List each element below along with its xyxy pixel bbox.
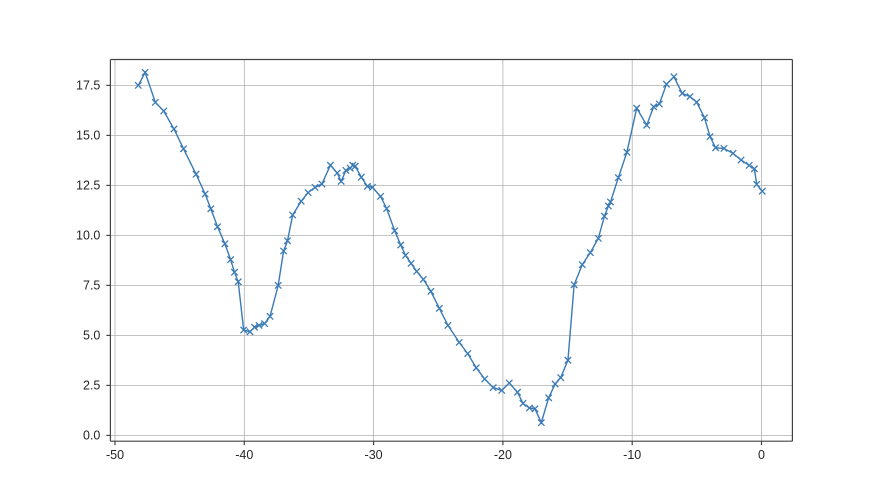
svg-text:-30: -30 (365, 448, 383, 462)
svg-text:0.0: 0.0 (83, 428, 100, 442)
svg-text:5.0: 5.0 (83, 328, 100, 342)
svg-text:15.0: 15.0 (76, 128, 100, 142)
svg-text:2.5: 2.5 (83, 378, 100, 392)
svg-text:-50: -50 (106, 448, 124, 462)
svg-text:12.5: 12.5 (76, 178, 100, 192)
svg-text:-20: -20 (494, 448, 512, 462)
svg-text:7.5: 7.5 (83, 278, 100, 292)
svg-text:10.0: 10.0 (76, 228, 100, 242)
svg-text:-40: -40 (235, 448, 253, 462)
svg-text:-10: -10 (623, 448, 641, 462)
svg-text:0: 0 (758, 448, 765, 462)
svg-text:17.5: 17.5 (76, 78, 100, 92)
